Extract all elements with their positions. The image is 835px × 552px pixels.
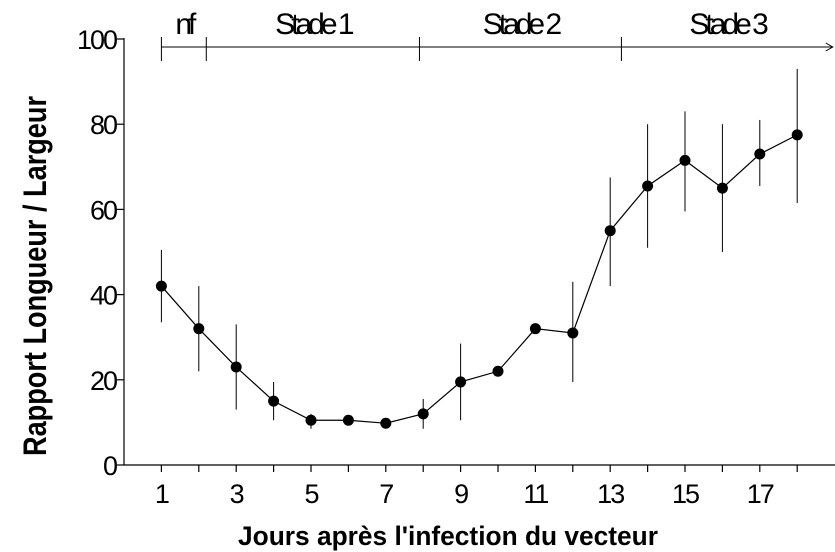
x-tick-label: 3 — [230, 479, 244, 509]
x-tick-label: 9 — [454, 479, 468, 509]
y-tick-label: 100 — [77, 25, 117, 55]
x-tick-label: 5 — [304, 479, 318, 509]
data-point — [342, 414, 354, 426]
y-tick-label: 60 — [90, 195, 117, 225]
y-tick-label: 80 — [90, 110, 117, 140]
data-point — [455, 376, 467, 388]
stage-label: Stade 3 — [689, 8, 768, 41]
data-point — [679, 154, 691, 166]
data-point — [230, 361, 242, 373]
data-point — [529, 323, 541, 335]
data-point — [604, 225, 616, 237]
y-tick-label: 20 — [90, 366, 117, 396]
x-tick-label: 15 — [672, 479, 699, 509]
error-bars — [160, 68, 798, 429]
stage-label: nf — [175, 8, 197, 41]
y-tick-label: 0 — [103, 451, 117, 481]
data-point — [268, 395, 280, 407]
stage-label: Stade 2 — [483, 8, 562, 41]
y-tick-label: 40 — [90, 281, 117, 311]
x-tick-label: 11 — [523, 479, 548, 509]
data-point — [567, 327, 579, 339]
data-series — [155, 129, 803, 429]
x-tick-label: 13 — [597, 479, 624, 509]
data-point — [492, 365, 504, 377]
stage-annotations: nf Stade 1 Stade 2 Stade 3 — [160, 8, 834, 61]
data-point — [155, 280, 167, 292]
x-tick-label: 17 — [747, 479, 774, 509]
x-axis-title: Jours après l'infection du vecteur — [238, 521, 658, 551]
data-point — [380, 417, 392, 429]
x-tick-label: 7 — [379, 479, 393, 509]
x-tick-label: 1 — [155, 479, 169, 509]
y-axis-title: Rapport Longueur / Largeur — [17, 96, 53, 456]
data-point — [716, 182, 728, 194]
data-point — [642, 180, 654, 192]
stage-bar-arrow — [825, 42, 834, 52]
data-point — [305, 414, 317, 426]
stage-label: Stade 1 — [275, 8, 354, 41]
series-line — [160, 134, 798, 424]
data-point — [417, 408, 429, 420]
data-point — [791, 129, 803, 141]
data-point — [193, 323, 205, 335]
data-point — [754, 148, 766, 160]
